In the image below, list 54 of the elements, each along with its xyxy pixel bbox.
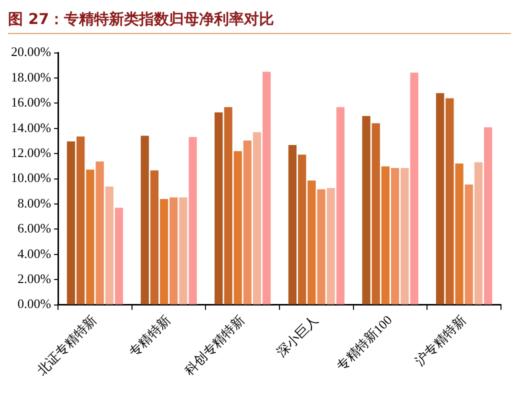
y-tick-label: 10.00% (10, 170, 52, 186)
bar (317, 189, 326, 304)
bar (298, 154, 306, 304)
bar (262, 72, 271, 304)
bar (214, 112, 223, 304)
y-tick-label: 20.00% (10, 44, 52, 60)
y-tick-label: 8.00% (17, 195, 52, 210)
y-tick-label: 0.00% (17, 296, 52, 312)
y-tick-label: 4.00% (17, 246, 52, 261)
bar (372, 123, 380, 304)
bar (150, 170, 158, 304)
bar (179, 197, 188, 304)
y-tick-label: 14.00% (10, 120, 52, 135)
bar (484, 127, 492, 304)
bar (400, 168, 409, 304)
bar (288, 145, 297, 304)
x-tick-label: 专精特新100 (334, 312, 395, 374)
bar (446, 98, 454, 304)
bar (66, 141, 76, 304)
bar (243, 140, 252, 304)
x-tick-label: 专精特新 (126, 312, 174, 360)
bar (436, 93, 444, 304)
bar (410, 72, 418, 304)
y-tick-label: 6.00% (17, 220, 52, 236)
x-tick-label: 北证专精特新 (34, 312, 100, 378)
x-tick-label: 科创专精特新 (181, 312, 248, 378)
bar (170, 197, 178, 304)
bar (96, 162, 104, 304)
bar (252, 132, 262, 304)
bar (86, 170, 94, 304)
bar (140, 136, 149, 304)
bar (474, 162, 483, 304)
bar (362, 116, 370, 304)
bar (76, 136, 85, 304)
bar (160, 198, 168, 304)
x-tick-label: 深小巨人 (274, 312, 321, 360)
y-tick-label: 16.00% (10, 94, 52, 110)
bar (224, 107, 232, 304)
bar (188, 136, 197, 304)
bar (326, 188, 335, 304)
y-tick-label: 18.00% (10, 69, 52, 84)
bar (381, 166, 390, 304)
bar (105, 186, 114, 304)
bar (308, 180, 316, 304)
y-tick-label: 2.00% (17, 271, 52, 286)
y-tick-label: 12.00% (10, 145, 52, 160)
x-tick-label: 沪专精特新 (412, 312, 469, 369)
bar (336, 107, 345, 304)
bar (455, 164, 464, 304)
bar (114, 208, 124, 304)
bar (234, 151, 242, 304)
bar (464, 184, 473, 304)
bar (390, 168, 400, 304)
chart-title: 图 27：专精特新类指数归母净利率对比 (8, 8, 511, 34)
